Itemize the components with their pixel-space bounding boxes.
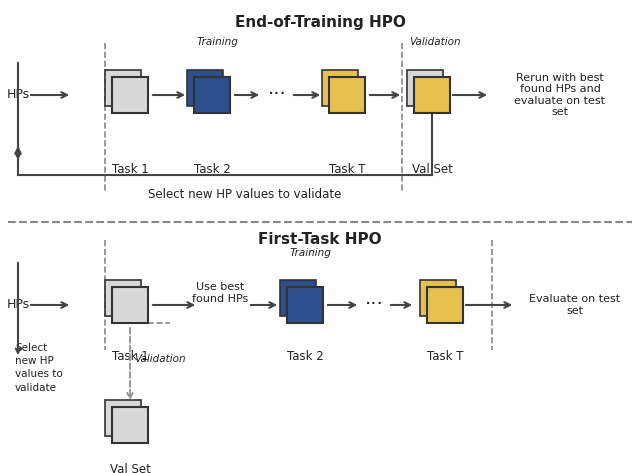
Bar (427, 287, 463, 323)
Bar (187, 70, 223, 106)
Text: End-of-Training HPO: End-of-Training HPO (235, 15, 405, 30)
Text: Task 2: Task 2 (194, 163, 230, 176)
Text: Select new HP values to validate: Select new HP values to validate (148, 188, 342, 201)
Bar (112, 287, 148, 323)
Text: Task 1: Task 1 (111, 163, 148, 176)
Bar (329, 77, 365, 113)
Text: HPs: HPs (6, 88, 29, 102)
Bar (322, 70, 358, 106)
Bar (420, 280, 456, 316)
Text: Training: Training (289, 248, 331, 258)
Text: Select
new HP
values to
validate: Select new HP values to validate (15, 343, 63, 393)
Text: First-Task HPO: First-Task HPO (258, 232, 382, 247)
Text: HPs: HPs (6, 298, 29, 312)
Bar (287, 287, 323, 323)
Bar (112, 287, 148, 323)
Text: ···: ··· (365, 296, 383, 315)
Bar (414, 77, 450, 113)
Text: Task T: Task T (329, 163, 365, 176)
Text: Evaluate on test
set: Evaluate on test set (529, 294, 621, 316)
Bar (112, 407, 148, 443)
Bar (105, 70, 141, 106)
Text: Val Set: Val Set (109, 463, 150, 473)
Text: ···: ··· (268, 86, 286, 105)
Text: Rerun with best
found HPs and
evaluate on test
set: Rerun with best found HPs and evaluate o… (515, 72, 605, 117)
Text: Validation: Validation (409, 37, 461, 47)
Bar (407, 70, 443, 106)
Bar (112, 407, 148, 443)
Bar (280, 280, 316, 316)
Bar (194, 77, 230, 113)
Bar (105, 400, 141, 436)
Text: Task 2: Task 2 (287, 350, 323, 363)
Text: Task 1: Task 1 (111, 350, 148, 363)
Bar (329, 77, 365, 113)
Text: Training: Training (196, 37, 238, 47)
Text: Use best
found HPs: Use best found HPs (192, 282, 248, 304)
Bar (112, 77, 148, 113)
Text: Task T: Task T (427, 350, 463, 363)
Bar (287, 287, 323, 323)
Text: Validation: Validation (134, 354, 186, 364)
Text: Val Set: Val Set (412, 163, 452, 176)
Bar (105, 280, 141, 316)
Bar (414, 77, 450, 113)
Bar (194, 77, 230, 113)
Bar (112, 77, 148, 113)
Bar (427, 287, 463, 323)
